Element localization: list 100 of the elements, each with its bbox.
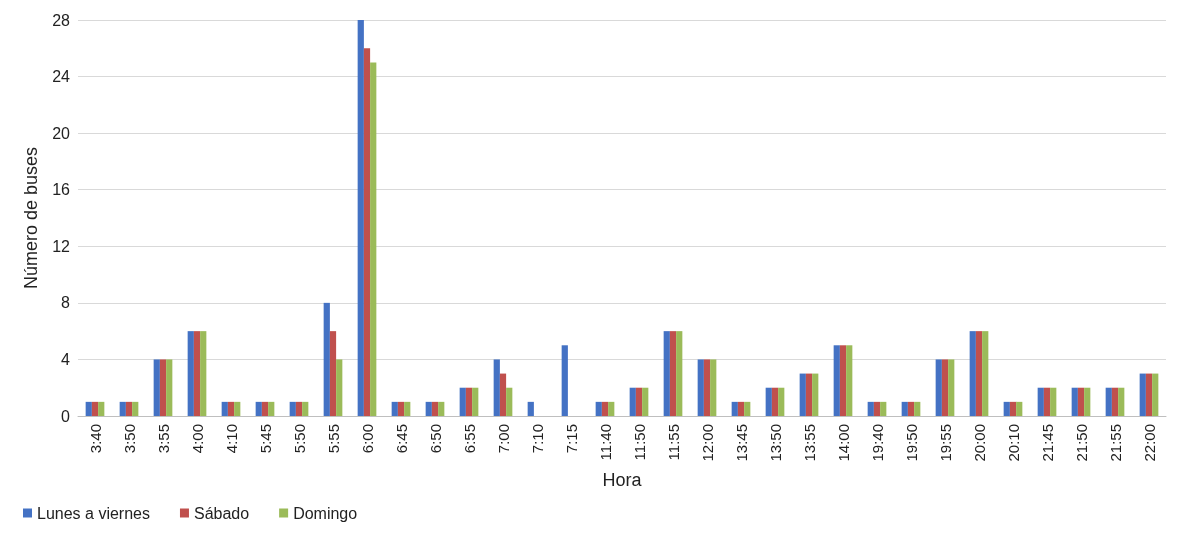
bar [425, 401, 432, 416]
x-tick-label: 11:55 [664, 424, 682, 461]
x-tick-label: 6:00 [358, 424, 376, 454]
y-tick-label: 20 [52, 124, 71, 142]
legend-label: Sábado [193, 504, 250, 522]
bar [397, 401, 405, 416]
bar [765, 387, 772, 416]
bar [166, 359, 173, 416]
bar [431, 401, 439, 416]
bar [98, 401, 105, 416]
bar [295, 401, 303, 416]
bar [289, 401, 296, 416]
legend-label: Lunes a viernes [37, 504, 150, 522]
bar [1071, 387, 1078, 416]
bar [663, 331, 670, 416]
bar [1003, 401, 1010, 416]
x-tick-label: 21:55 [1106, 424, 1124, 462]
x-tick-label: 5:55 [324, 424, 342, 454]
x-tick-label: 21:50 [1072, 424, 1090, 462]
bar [805, 373, 813, 416]
bar [737, 401, 745, 416]
bar [336, 359, 343, 416]
bar [642, 387, 649, 416]
bar [846, 345, 853, 416]
bar [132, 401, 139, 416]
bar [935, 359, 942, 416]
bar [323, 302, 330, 416]
x-tick-label: 14:00 [834, 424, 852, 462]
bar [975, 331, 983, 416]
x-tick-label: 5:45 [256, 424, 274, 454]
bar [703, 359, 711, 416]
bar [601, 401, 609, 416]
bar [901, 401, 908, 416]
bar [561, 345, 568, 416]
bar [329, 331, 337, 416]
bar [608, 401, 615, 416]
bar [1050, 387, 1057, 416]
x-tick-label: 3:50 [120, 424, 138, 454]
bar [1105, 387, 1112, 416]
bar [255, 401, 262, 416]
bar [268, 401, 275, 416]
bar [357, 20, 364, 416]
bar [629, 387, 636, 416]
bar [119, 401, 126, 416]
x-tick-label: 7:15 [562, 424, 580, 454]
x-tick-label: 6:50 [426, 424, 444, 454]
bar [187, 331, 194, 416]
bar [404, 401, 411, 416]
x-tick-label: 11:40 [596, 424, 614, 461]
bar [227, 401, 235, 416]
bar [200, 331, 207, 416]
y-tick-label: 28 [52, 11, 71, 29]
bar [710, 359, 717, 416]
x-tick-label: 6:55 [460, 424, 478, 454]
x-tick-label: 11:50 [630, 424, 648, 461]
x-axis-title: Hora [602, 470, 643, 490]
bar [778, 387, 785, 416]
bar [159, 359, 167, 416]
bar [1152, 373, 1159, 416]
x-tick-label: 19:40 [868, 424, 886, 462]
bar [370, 62, 377, 416]
bar [1016, 401, 1023, 416]
x-tick-label: 4:10 [222, 424, 240, 454]
bar [914, 401, 921, 416]
bar [1084, 387, 1091, 416]
bar [676, 331, 683, 416]
x-tick-label: 22:00 [1140, 424, 1158, 462]
x-tick-label: 13:45 [732, 424, 750, 462]
bar [493, 359, 500, 416]
x-tick-label: 7:00 [494, 424, 512, 454]
bar [1145, 373, 1153, 416]
x-tick-label: 20:10 [1004, 424, 1022, 462]
x-tick-label: 21:45 [1038, 424, 1056, 462]
bar [697, 359, 704, 416]
x-tick-label: 7:10 [528, 424, 546, 454]
bar [635, 387, 643, 416]
bar [1043, 387, 1051, 416]
bar [261, 401, 269, 416]
bar [472, 387, 479, 416]
y-tick-label: 0 [61, 407, 71, 425]
bar [873, 401, 881, 416]
y-tick-label: 16 [52, 181, 71, 199]
x-tick-label: 19:50 [902, 424, 920, 462]
bar [85, 401, 92, 416]
bar [1009, 401, 1017, 416]
bar [771, 387, 779, 416]
bar [506, 387, 513, 416]
bar [867, 401, 874, 416]
bar [221, 401, 228, 416]
bar [363, 48, 371, 416]
y-tick-label: 4 [61, 350, 71, 368]
y-tick-label: 8 [61, 294, 71, 312]
bar [465, 387, 473, 416]
bar [438, 401, 445, 416]
bar [391, 401, 398, 416]
bar [744, 401, 751, 416]
bar [153, 359, 160, 416]
bar [1077, 387, 1085, 416]
bar [982, 331, 989, 416]
y-tick-label: 12 [52, 237, 71, 255]
